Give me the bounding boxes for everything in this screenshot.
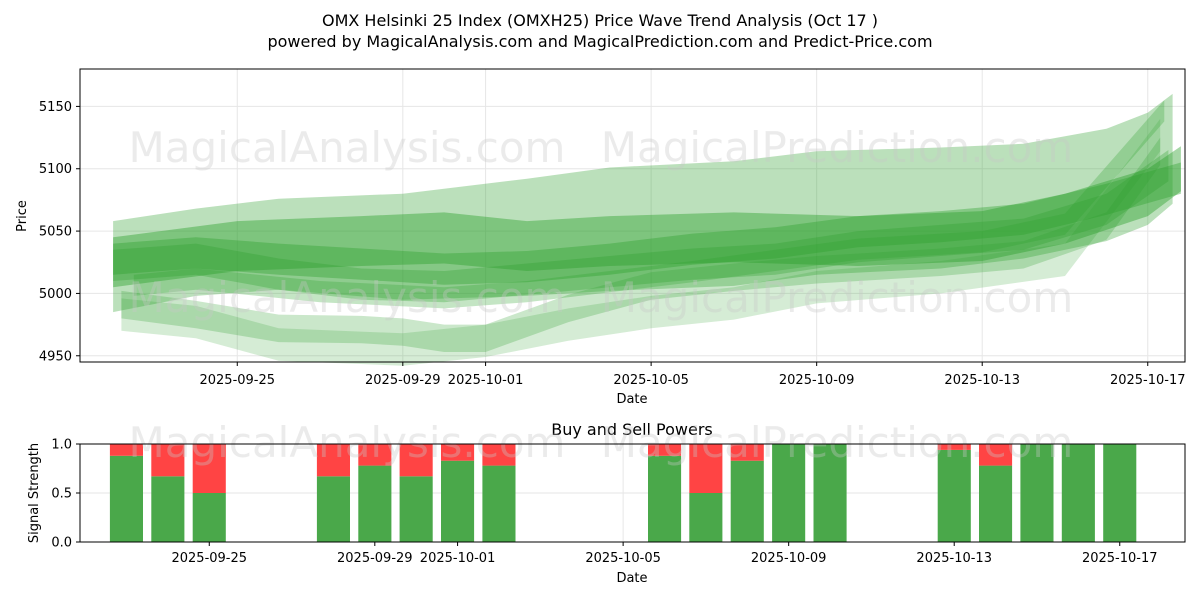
- buy-bar: [482, 465, 516, 542]
- price-axes-frame: [79, 68, 1186, 363]
- price-x-ticks: 2025-09-25 2025-09-29 2025-10-01 2025-10-05…: [199, 362, 1186, 388]
- power-panel: Buy and Sell Powers MagicalAnalysis.com …: [27, 418, 1186, 586]
- wave-band-6: [121, 118, 1161, 366]
- buy-bar: [772, 444, 806, 542]
- price-x-tick-label: 2025-10-05: [613, 373, 689, 388]
- sell-bar: [192, 444, 226, 493]
- sell-bar: [358, 444, 392, 466]
- power-x-tick-label: 2025-10-17: [1082, 551, 1158, 566]
- sell-bar: [441, 444, 475, 461]
- price-y-tick-label: 5050: [39, 225, 72, 240]
- wave-band-3: [113, 162, 1181, 285]
- power-bars: [109, 444, 1137, 542]
- buy-bar: [648, 455, 682, 542]
- sell-bar: [648, 444, 682, 456]
- price-wave-bands: [113, 93, 1181, 366]
- price-x-tick-label: 2025-10-09: [779, 373, 855, 388]
- price-y-tick-label: 5150: [39, 100, 72, 115]
- power-x-tick-label: 2025-10-05: [585, 551, 661, 566]
- watermark-prediction-bottom: MagicalPrediction.com: [601, 418, 1074, 467]
- watermark-analysis-mid: MagicalAnalysis.com: [129, 273, 566, 322]
- buy-bar: [151, 476, 185, 542]
- wave-band-7: [133, 100, 1165, 309]
- buy-bar: [813, 444, 847, 542]
- sell-bar: [109, 444, 143, 456]
- price-y-tick-label: 5100: [39, 162, 72, 177]
- sell-bar: [979, 444, 1013, 466]
- buy-bar: [979, 465, 1013, 542]
- buy-bar: [358, 465, 392, 542]
- price-y-ticks: 4950 5000 5050 5100 5150: [39, 100, 80, 364]
- power-x-ticks: 2025-09-25 2025-09-29 2025-10-01 2025-10-05…: [171, 542, 1158, 566]
- buy-bar: [192, 493, 226, 542]
- price-x-tick-label: 2025-10-01: [448, 373, 524, 388]
- power-y-tick-label: 0.0: [51, 536, 72, 551]
- buy-bar: [1103, 444, 1137, 542]
- buy-bar: [316, 476, 350, 542]
- buy-bar: [399, 476, 433, 542]
- price-y-tick-label: 4950: [39, 349, 72, 364]
- buy-bar: [689, 493, 723, 542]
- power-chart-title: Buy and Sell Powers: [551, 420, 713, 439]
- buy-bar: [1020, 444, 1054, 542]
- sell-bar: [730, 444, 764, 461]
- buy-bar: [109, 455, 143, 542]
- price-y-axis-label: Price: [15, 200, 30, 232]
- chart-title: OMX Helsinki 25 Index (OMXH25) Price Wav…: [322, 11, 878, 30]
- price-x-tick-label: 2025-10-13: [944, 373, 1020, 388]
- buy-bar: [730, 460, 764, 542]
- price-gridlines: [80, 69, 1185, 362]
- power-x-tick-label: 2025-09-25: [171, 551, 247, 566]
- power-y-tick-label: 0.5: [51, 487, 72, 502]
- sell-bar: [689, 444, 723, 493]
- wave-band-1: [113, 93, 1173, 313]
- power-x-axis-label: Date: [616, 571, 647, 586]
- price-x-tick-label: 2025-10-17: [1110, 373, 1186, 388]
- power-x-tick-label: 2025-09-29: [337, 551, 413, 566]
- power-y-ticks: 0.0 0.5 1.0: [51, 438, 80, 551]
- sell-bar: [482, 444, 516, 466]
- watermark-analysis-top: MagicalAnalysis.com: [129, 123, 566, 172]
- sell-bar: [316, 444, 350, 477]
- sell-bar: [937, 444, 971, 450]
- watermark-prediction-top: MagicalPrediction.com: [601, 123, 1074, 172]
- buy-bar: [937, 449, 971, 542]
- power-y-axis-label: Signal Strength: [27, 443, 42, 543]
- wave-band-2: [113, 146, 1181, 288]
- price-panel: MagicalAnalysis.com MagicalPrediction.co…: [15, 68, 1186, 407]
- price-x-axis-label: Date: [616, 392, 647, 407]
- wave-band-5: [121, 137, 1161, 352]
- wave-band-4: [113, 150, 1169, 303]
- sell-bar: [151, 444, 185, 477]
- buy-bar: [1061, 444, 1095, 542]
- buy-bar: [441, 460, 475, 542]
- watermark-analysis-bottom: MagicalAnalysis.com: [129, 418, 566, 467]
- power-x-tick-label: 2025-10-09: [751, 551, 827, 566]
- watermark-prediction-mid: MagicalPrediction.com: [601, 273, 1074, 322]
- price-x-tick-label: 2025-09-29: [365, 373, 441, 388]
- chart-subtitle: powered by MagicalAnalysis.com and Magic…: [267, 32, 932, 51]
- sell-bar: [399, 444, 433, 477]
- power-x-tick-label: 2025-10-13: [916, 551, 992, 566]
- price-y-tick-label: 5000: [39, 287, 72, 302]
- power-x-tick-label: 2025-10-01: [420, 551, 496, 566]
- price-x-tick-label: 2025-09-25: [199, 373, 275, 388]
- power-y-tick-label: 1.0: [51, 438, 72, 453]
